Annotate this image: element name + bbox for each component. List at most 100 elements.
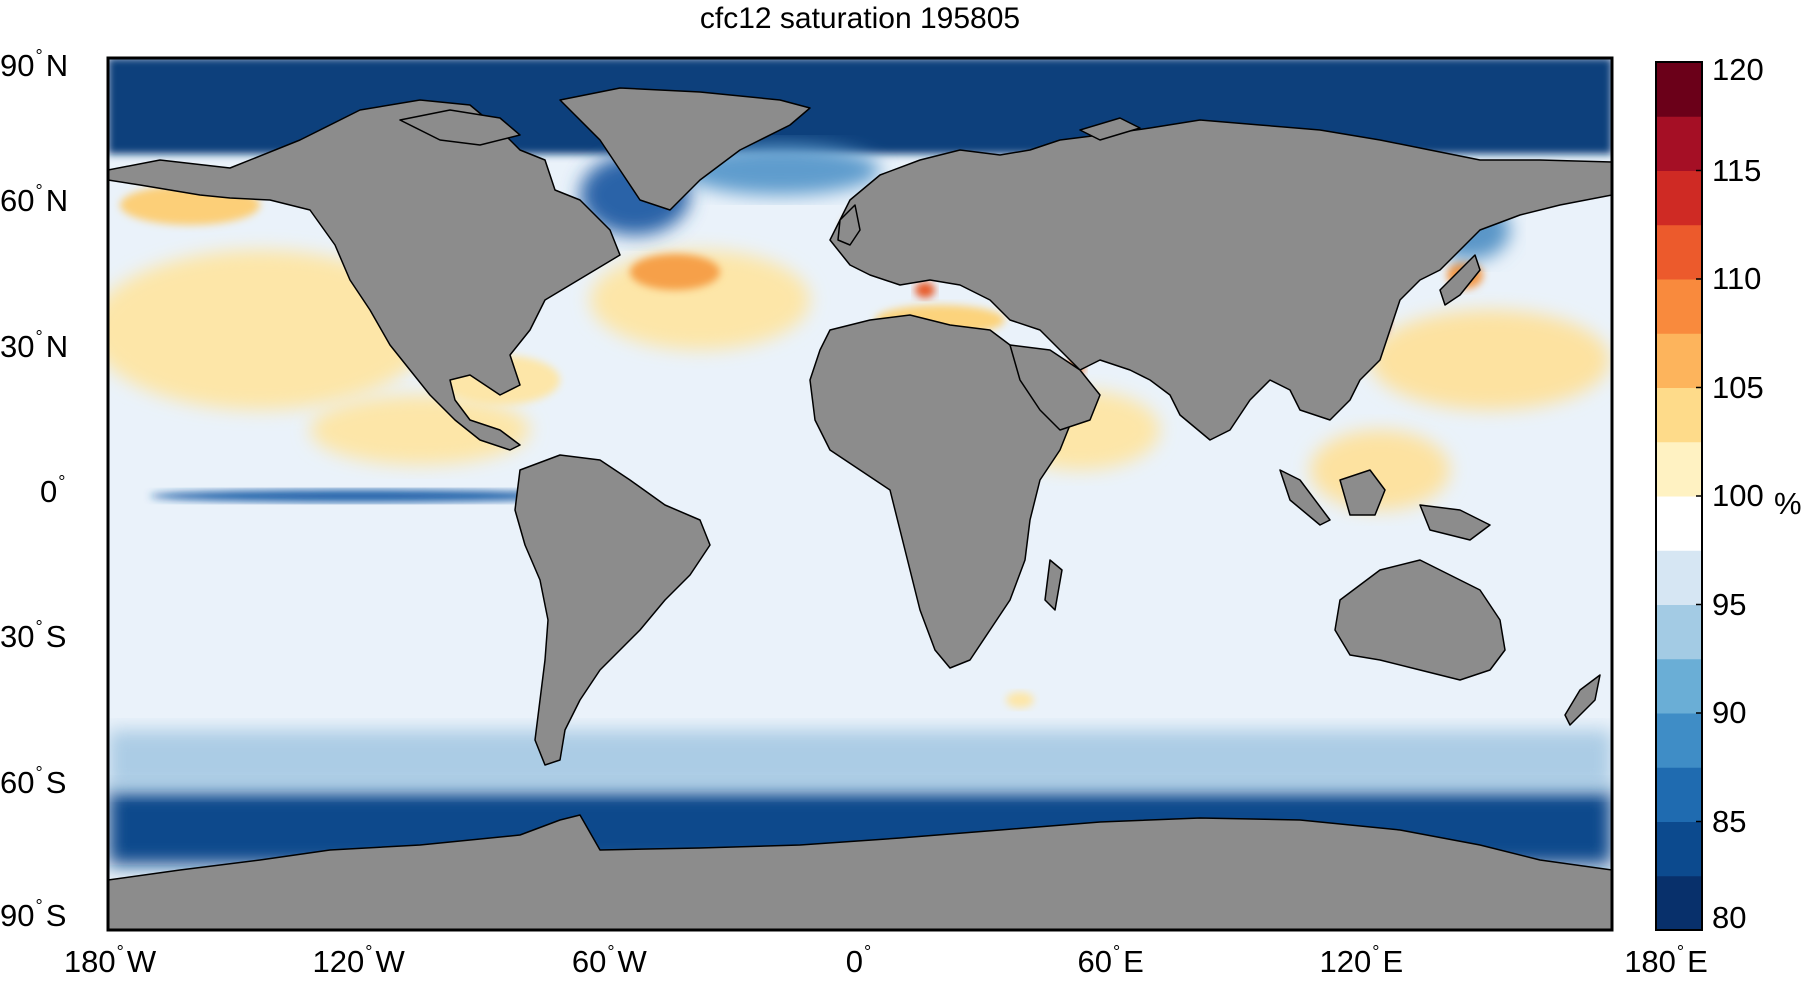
southern-ocean-transition — [108, 730, 1612, 790]
degree-symbol: ° — [58, 472, 66, 492]
degree-symbol: ° — [35, 326, 43, 347]
tick-number: 30 — [0, 619, 35, 655]
colorbar-frame — [1655, 61, 1703, 931]
plot-frame — [106, 56, 1614, 932]
colorbar-unit-label: % — [1774, 486, 1802, 521]
south-atlantic-oversaturated-spot — [1006, 692, 1034, 708]
tick-number: 0 — [845, 944, 864, 979]
tick-hemisphere: E — [1382, 944, 1404, 979]
colorbar-tick-label: 85 — [1712, 803, 1747, 839]
tick-hemisphere: E — [1123, 944, 1144, 979]
colorbar-segment — [1656, 767, 1702, 822]
degree-symbol: ° — [1112, 942, 1121, 962]
lon-tick-label: 0° — [780, 942, 940, 980]
colorbar-segment — [1656, 224, 1702, 280]
colorbar-tick-label: 105 — [1712, 369, 1764, 405]
tick-hemisphere: E — [1687, 944, 1708, 979]
land-svalbard-novaya — [1079, 117, 1141, 141]
colorbar-tick-label: 80 — [1712, 900, 1747, 935]
lon-tick-label: 180°E — [1586, 942, 1746, 980]
tick-number: 0 — [40, 474, 58, 509]
land-new-guinea — [1419, 504, 1491, 541]
tick-hemisphere: N — [45, 48, 69, 83]
degree-symbol: ° — [35, 762, 43, 783]
tick-number: 180 — [63, 944, 116, 979]
colorbar-tick-label: 115 — [1712, 152, 1762, 188]
tick-number: 30 — [0, 328, 35, 364]
tick-hemisphere: W — [617, 944, 647, 979]
lat-tick-label: 90°N — [0, 46, 100, 84]
colorbar-segment — [1656, 333, 1702, 388]
colorbar — [1656, 61, 1702, 931]
lon-tick-label: 60°W — [529, 942, 689, 980]
land-madagascar — [1044, 559, 1063, 611]
lat-tick-label: 0° — [40, 472, 140, 510]
colorbar-segment — [1656, 550, 1702, 605]
colorbar-segment — [1656, 821, 1702, 877]
tick-hemisphere: S — [45, 764, 67, 800]
colorbar-tick-label: 100 — [1712, 478, 1764, 513]
colorbar-tick-label: 90 — [1712, 695, 1747, 730]
map-title: cfc12 saturation 195805 — [699, 2, 1021, 35]
tick-number: 90 — [0, 898, 35, 933]
colorbar-segment — [1656, 279, 1702, 334]
colorbar-segment — [1656, 387, 1702, 443]
tick-number: 180 — [1624, 944, 1676, 979]
colorbar-segment — [1656, 62, 1702, 117]
degree-symbol: ° — [1676, 942, 1685, 962]
lat-tick-label: 30°S — [0, 617, 100, 655]
colorbar-segment — [1656, 658, 1702, 714]
land-new-zealand — [1564, 674, 1601, 726]
colorbar-segment — [1656, 170, 1702, 226]
degree-symbol: ° — [864, 942, 872, 962]
tick-number: 60 — [1077, 944, 1112, 979]
colorbar-segment — [1656, 496, 1702, 551]
tick-hemisphere: S — [45, 619, 67, 655]
tick-hemisphere: S — [45, 898, 67, 933]
lat-tick-label: 30°N — [0, 326, 100, 365]
lat-tick-label: 90°S — [0, 896, 100, 934]
degree-symbol: ° — [1372, 942, 1380, 962]
degree-symbol: ° — [35, 46, 43, 66]
tick-hemisphere: N — [45, 183, 69, 219]
colorbar-segment — [1656, 441, 1702, 497]
tick-number: 60 — [0, 764, 35, 800]
lat-tick-label: 60°N — [0, 181, 100, 219]
degree-symbol: ° — [116, 942, 124, 962]
west-pacific-oversaturated — [1370, 310, 1610, 410]
tick-number: 60 — [0, 183, 35, 219]
lon-tick-label: 120°W — [279, 942, 439, 980]
tick-number: 120 — [312, 944, 365, 979]
land-greenland — [559, 87, 811, 211]
lon-tick-label: 60°E — [1031, 942, 1191, 980]
colorbar-segment — [1656, 875, 1702, 931]
grand-banks-hotspot — [630, 254, 720, 290]
tick-hemisphere: N — [45, 328, 69, 364]
adriatic-hotspot — [915, 282, 935, 298]
degree-symbol: ° — [365, 942, 373, 962]
land-australia — [1334, 559, 1506, 681]
lat-tick-label: 60°S — [0, 762, 100, 801]
land-japan — [1439, 254, 1481, 306]
plot-area — [108, 58, 1612, 930]
tick-number: 120 — [1319, 944, 1372, 979]
land-south-america — [514, 454, 711, 766]
land-borneo — [1339, 469, 1386, 516]
east-pacific-oversaturated — [310, 395, 530, 465]
colorbar-segment — [1656, 604, 1702, 660]
land-canadian-archipelago — [399, 109, 521, 146]
degree-symbol: ° — [35, 896, 43, 916]
land-antarctica — [108, 814, 1612, 930]
land-masses — [108, 87, 1612, 930]
tick-hemisphere: W — [126, 944, 157, 979]
tick-hemisphere: W — [375, 944, 405, 979]
land-arabia — [1009, 344, 1101, 431]
land-sumatra — [1279, 469, 1331, 526]
colorbar-tick-label: 120 — [1712, 52, 1764, 87]
colorbar-tick-label: 95 — [1712, 586, 1747, 622]
colorbar-tick-label: 110 — [1712, 261, 1762, 296]
lon-tick-label: 120°E — [1281, 942, 1441, 980]
colorbar-segment — [1656, 713, 1702, 768]
